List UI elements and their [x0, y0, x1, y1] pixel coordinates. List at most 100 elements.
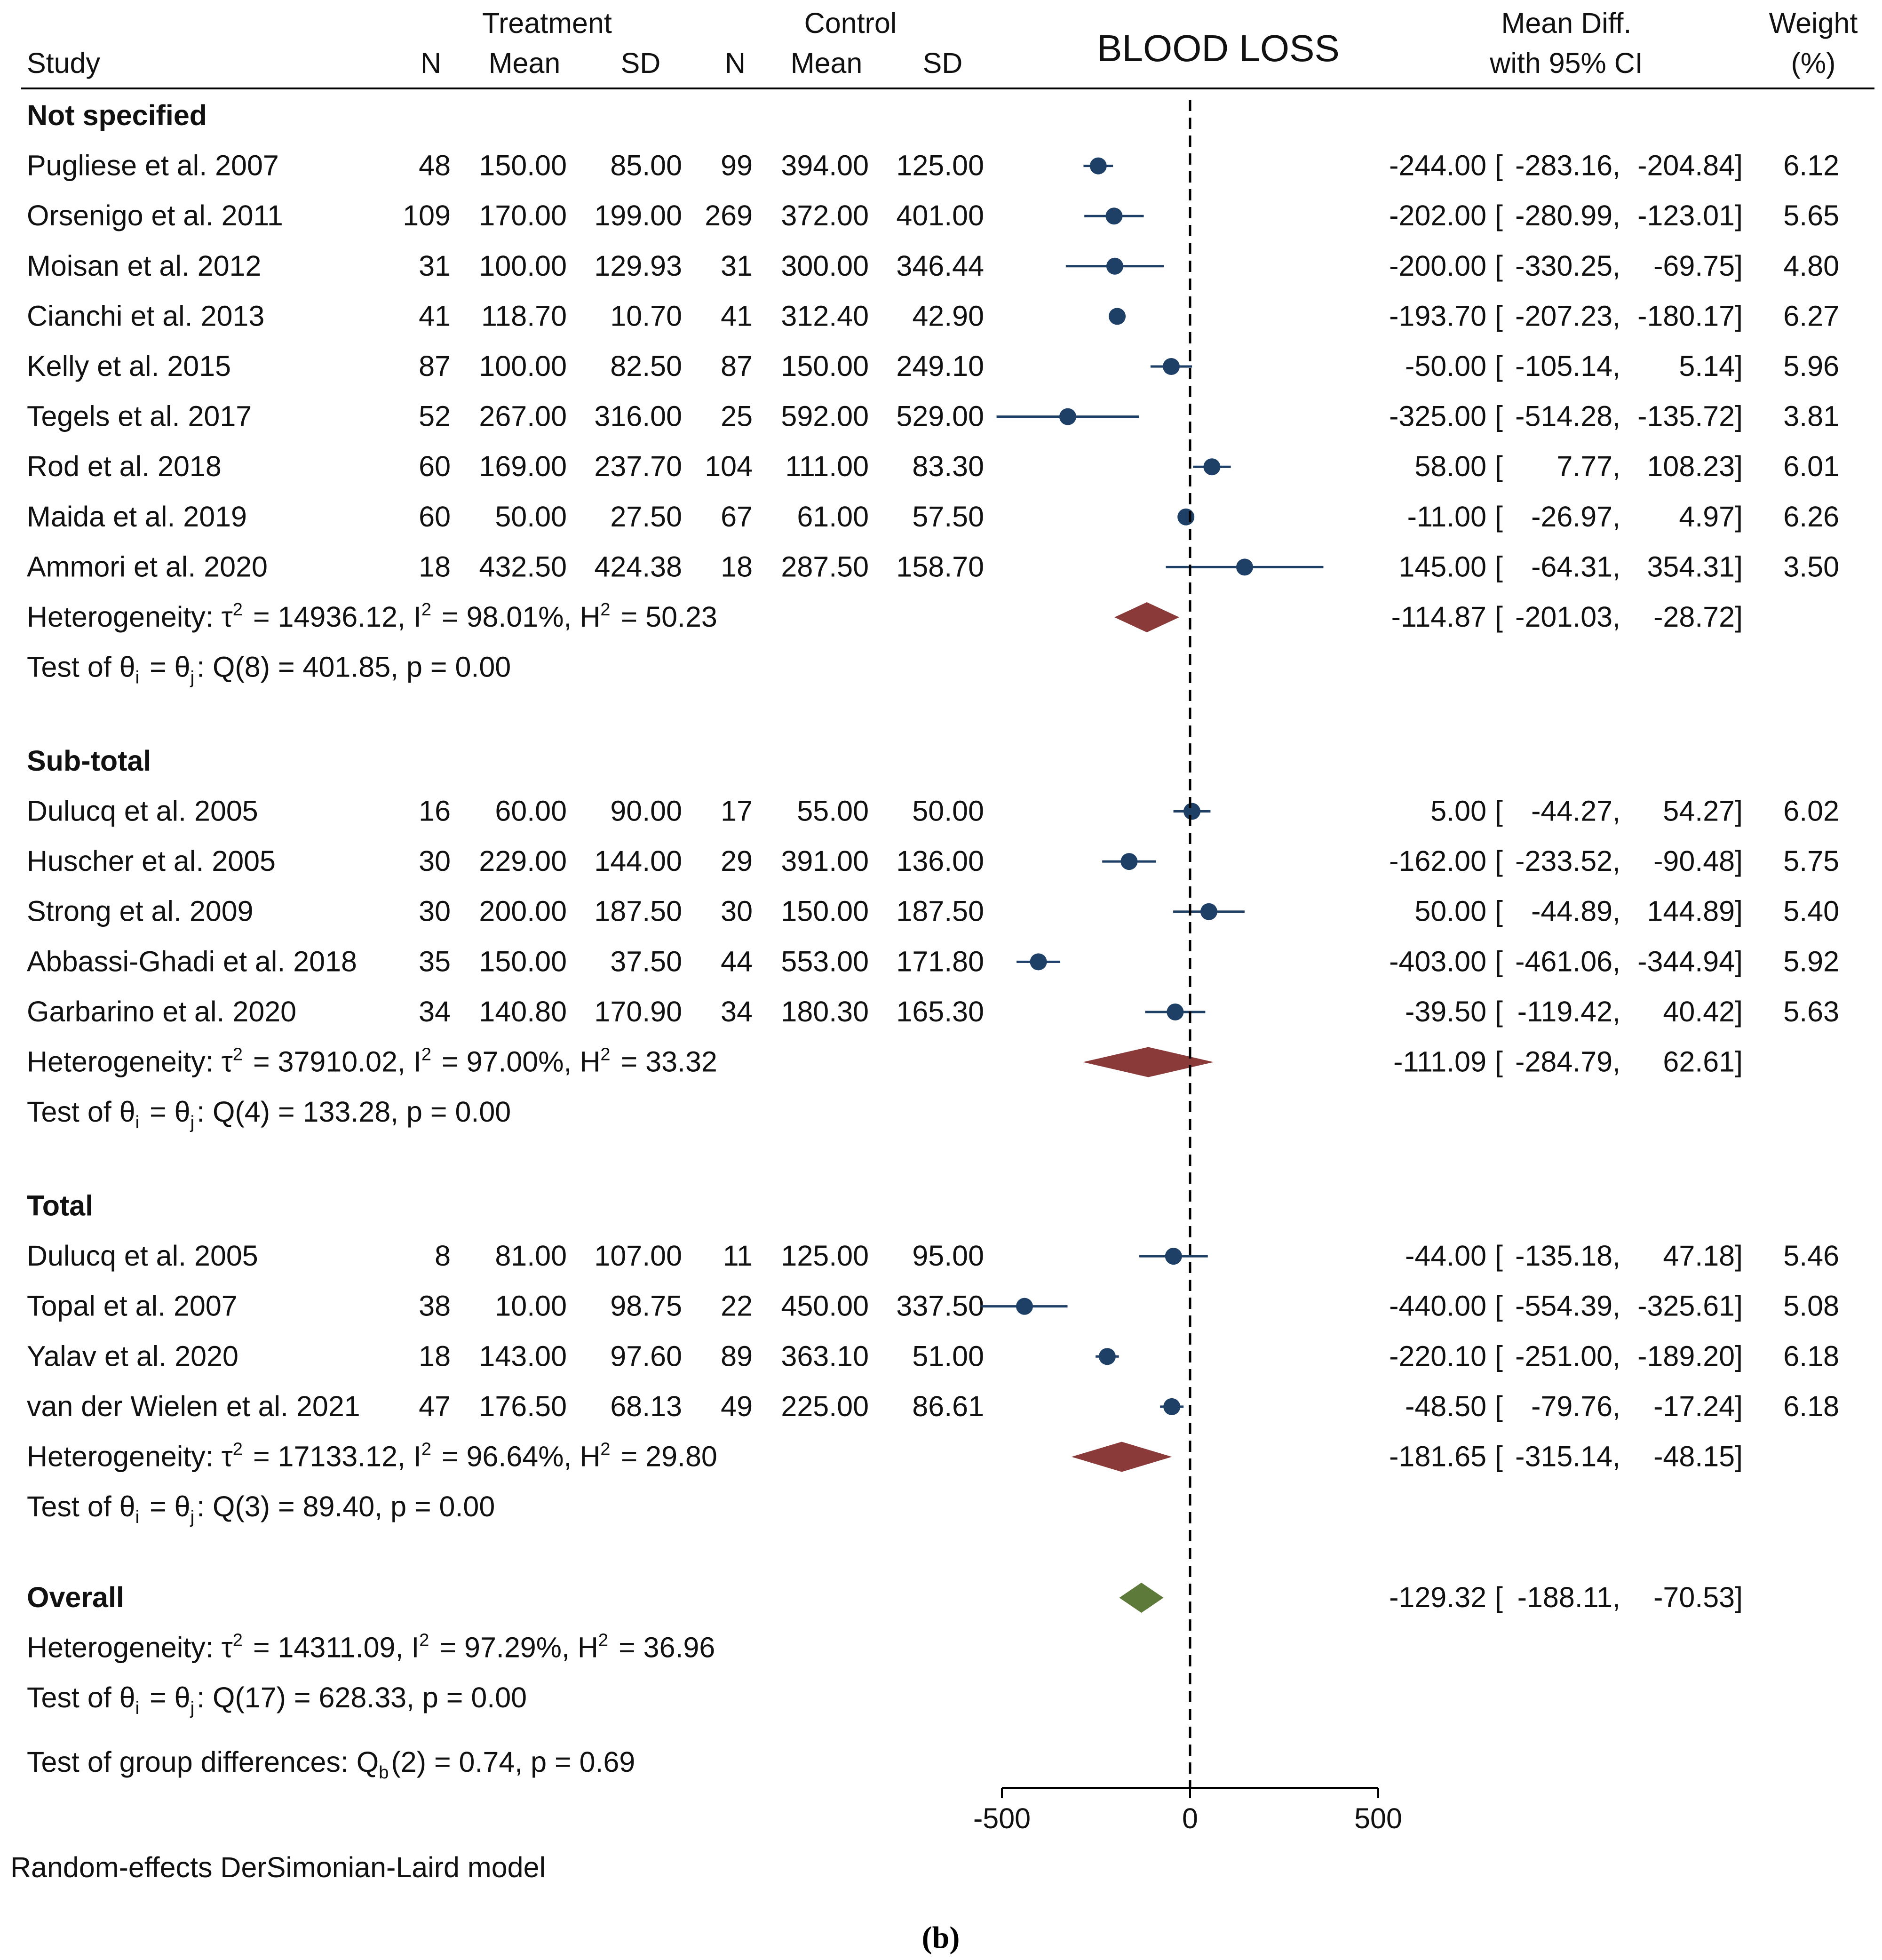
row-0-8-c-mean: 287.50 [781, 550, 869, 582]
row-0-6-c-n: 104 [705, 450, 753, 482]
row-1-3-t-sd: 37.50 [610, 945, 682, 977]
row-0-5-hi: -135.72] [1637, 400, 1743, 432]
row-2-0-t-mean: 81.00 [495, 1240, 567, 1272]
row-0-8-hi: 354.31] [1647, 550, 1743, 582]
row-0-8-c-sd: 158.70 [896, 550, 984, 582]
row-1-1-c-n: 29 [721, 845, 753, 877]
header-weight-line2: (%) [1791, 47, 1836, 79]
row-0-7-hi: 4.97] [1679, 501, 1743, 533]
row-1-4-study: Garbarino et al. 2020 [27, 996, 296, 1028]
row-0-0-bracket: [ [1495, 150, 1503, 182]
row-0-3-md: -193.70 [1389, 300, 1486, 332]
row-1-0-point [1183, 803, 1200, 820]
row-1-0-t-n: 16 [419, 795, 451, 827]
row-1-4-weight: 5.63 [1783, 996, 1839, 1028]
row-1-2-bracket: [ [1495, 895, 1503, 927]
row-1-0-c-mean: 55.00 [797, 795, 869, 827]
row-1-1-weight: 5.75 [1783, 845, 1839, 877]
row-1-0-weight: 6.02 [1783, 795, 1839, 827]
row-1-0-c-n: 17 [721, 795, 753, 827]
group-diamond-2 [1071, 1442, 1172, 1472]
row-0-6-bracket: [ [1495, 450, 1503, 482]
row-0-4-point [1163, 358, 1180, 375]
row-1-0-lo: -44.27, [1531, 795, 1620, 827]
row-2-3-c-sd: 86.61 [912, 1390, 984, 1422]
row-0-2-bracket: [ [1495, 250, 1503, 282]
row-2-2-c-mean: 363.10 [781, 1340, 869, 1372]
row-0-3-study: Cianchi et al. 2013 [27, 300, 264, 332]
row-0-4-bracket: [ [1495, 350, 1503, 382]
group-summary-1-md: -111.09 [1393, 1046, 1486, 1078]
row-2-0-t-n: 8 [435, 1240, 451, 1272]
row-2-1-weight: 5.08 [1783, 1290, 1839, 1322]
group-summary-2-hi: -48.15] [1653, 1440, 1743, 1472]
header-treatment: Treatment [482, 7, 612, 39]
row-0-6-hi: 108.23] [1647, 450, 1743, 482]
row-0-0-t-n: 48 [419, 150, 451, 182]
row-2-2-t-sd: 97.60 [610, 1340, 682, 1372]
row-2-1-study: Topal et al. 2007 [27, 1290, 238, 1322]
header-control-sd: SD [923, 47, 963, 79]
group-summary-2-md: -181.65 [1389, 1440, 1486, 1472]
row-1-4-hi: 40.42] [1663, 996, 1743, 1028]
row-0-4-weight: 5.96 [1783, 350, 1839, 382]
row-2-1-lo: -554.39, [1515, 1290, 1620, 1322]
row-2-3-lo: -79.76, [1531, 1390, 1620, 1422]
row-0-8-point [1236, 558, 1253, 576]
row-1-4-t-sd: 170.90 [594, 996, 682, 1028]
row-1-3-hi: -344.94] [1637, 945, 1743, 977]
row-1-1-lo: -233.52, [1515, 845, 1620, 877]
row-0-5-weight: 3.81 [1783, 400, 1839, 432]
row-1-1-hi: -90.48] [1653, 845, 1743, 877]
row-2-2-bracket: [ [1495, 1340, 1503, 1372]
row-0-3-point [1109, 308, 1126, 325]
row-2-0-lo: -135.18, [1515, 1240, 1620, 1272]
group-het-2: Heterogeneity: τ2 = 17133.12, I2 = 96.64… [27, 1439, 717, 1472]
group-title-2: Total [27, 1189, 93, 1221]
row-0-6-lo: 7.77, [1556, 450, 1620, 482]
row-0-8-c-n: 18 [721, 550, 753, 582]
row-1-3-c-mean: 553.00 [781, 945, 869, 977]
row-0-4-c-n: 87 [721, 350, 753, 382]
row-1-0-c-sd: 50.00 [912, 795, 984, 827]
row-0-4-md: -50.00 [1405, 350, 1486, 382]
chart-title: BLOOD LOSS [1097, 27, 1340, 69]
row-1-3-c-n: 44 [721, 945, 753, 977]
row-0-6-t-sd: 237.70 [594, 450, 682, 482]
row-2-1-c-sd: 337.50 [896, 1290, 984, 1322]
group-test-1: Test of θi = θj : Q(4) = 133.28, p = 0.0… [27, 1096, 511, 1132]
overall-hi: -70.53] [1653, 1581, 1743, 1613]
row-0-1-bracket: [ [1495, 199, 1503, 231]
row-0-1-weight: 5.65 [1783, 199, 1839, 231]
group-summary-2-lo: -315.14, [1515, 1440, 1620, 1472]
row-0-1-c-sd: 401.00 [896, 199, 984, 231]
row-2-3-t-sd: 68.13 [610, 1390, 682, 1422]
row-0-2-lo: -330.25, [1515, 250, 1620, 282]
overall-label: Overall [27, 1581, 124, 1613]
row-1-3-t-n: 35 [419, 945, 451, 977]
row-2-3-c-mean: 225.00 [781, 1390, 869, 1422]
row-1-2-study: Strong et al. 2009 [27, 895, 254, 927]
row-1-0-study: Dulucq et al. 2005 [27, 795, 258, 827]
panel-label: (b) [922, 1920, 960, 1955]
row-2-2-c-n: 89 [721, 1340, 753, 1372]
row-0-2-hi: -69.75] [1653, 250, 1743, 282]
row-1-1-t-mean: 229.00 [479, 845, 567, 877]
row-1-3-bracket: [ [1495, 945, 1503, 977]
group-het-0: Heterogeneity: τ2 = 14936.12, I2 = 98.01… [27, 600, 717, 633]
header-treatment-mean: Mean [489, 47, 561, 79]
row-1-3-study: Abbassi-Ghadi et al. 2018 [27, 945, 357, 977]
row-0-8-t-n: 18 [419, 550, 451, 582]
row-0-8-t-sd: 424.38 [594, 550, 682, 582]
row-1-2-md: 50.00 [1414, 895, 1486, 927]
row-0-3-weight: 6.27 [1783, 300, 1839, 332]
row-2-1-t-sd: 98.75 [610, 1290, 682, 1322]
row-0-1-t-n: 109 [403, 199, 451, 231]
header-weight-line1: Weight [1769, 7, 1858, 39]
row-2-0-c-sd: 95.00 [912, 1240, 984, 1272]
row-0-1-c-n: 269 [705, 199, 753, 231]
x-tick-label-0: -500 [973, 1802, 1031, 1834]
row-1-4-md: -39.50 [1405, 996, 1486, 1028]
row-0-6-point [1203, 458, 1221, 476]
